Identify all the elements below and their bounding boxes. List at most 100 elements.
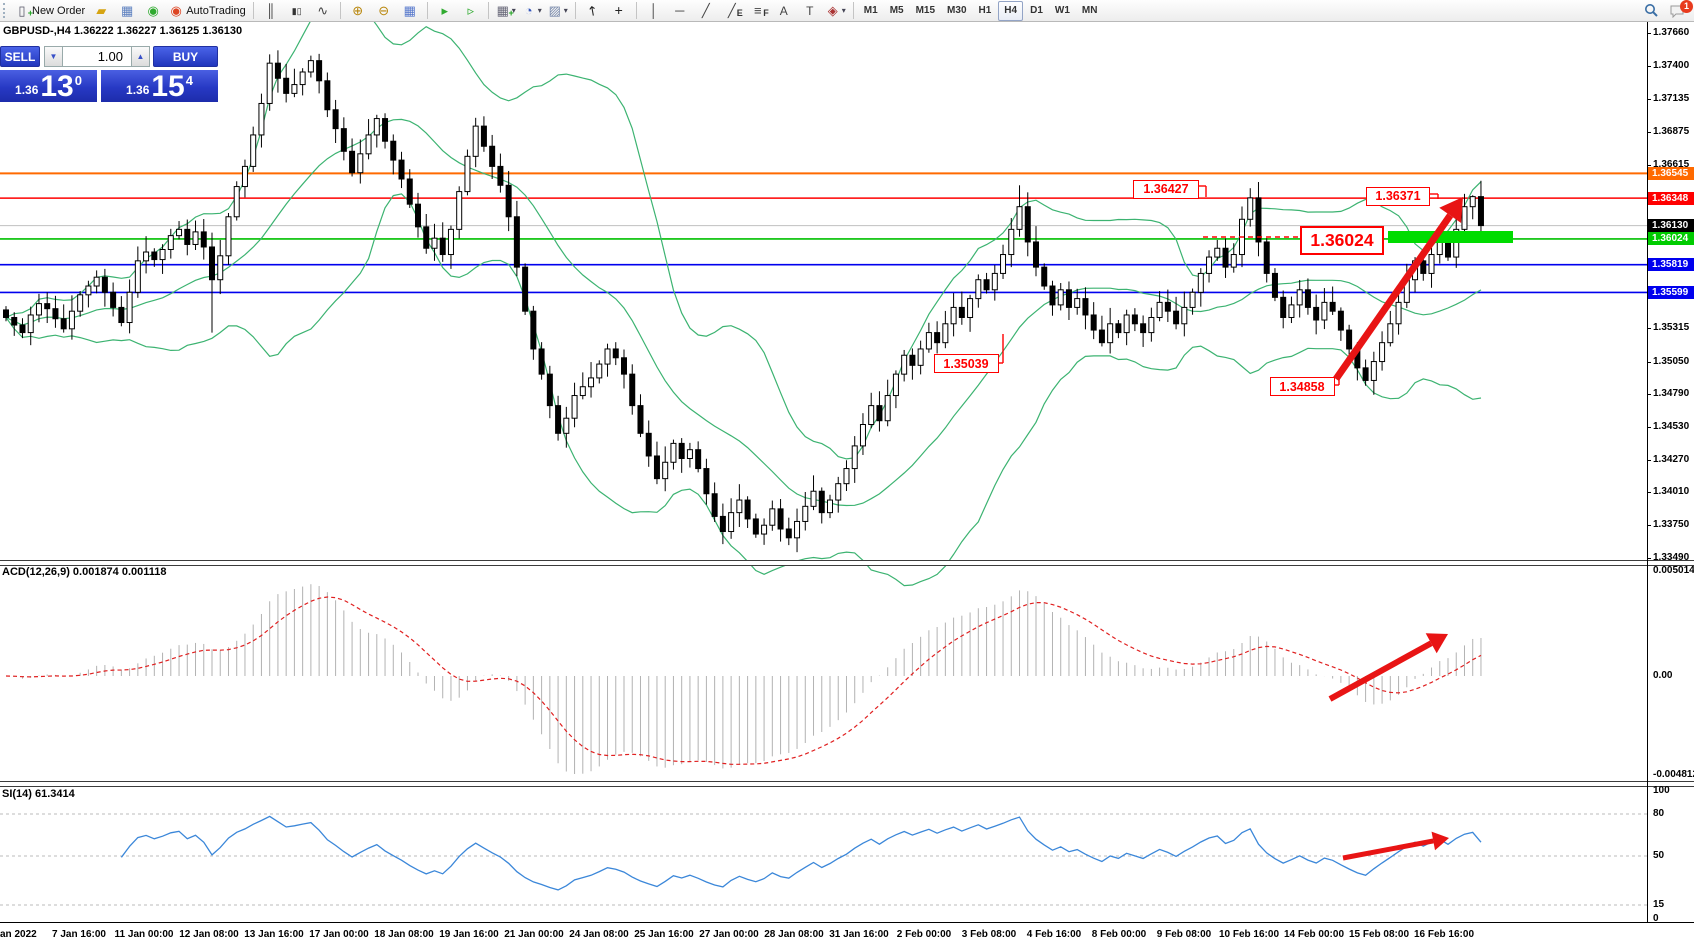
time-axis-label[interactable]: 21 Jan 00:00 xyxy=(504,929,564,940)
volume-increase-button[interactable]: ▲ xyxy=(131,46,150,67)
time-axis-label[interactable]: 27 Jan 00:00 xyxy=(699,929,759,940)
auto-scroll-button[interactable]: ▸ xyxy=(432,1,458,21)
price-axis-badge: 1.35819 xyxy=(1648,258,1694,272)
time-axis-label[interactable]: 7 Jan 16:00 xyxy=(52,929,106,940)
time-axis-label[interactable]: 16 Feb 16:00 xyxy=(1413,929,1475,940)
time-axis-label[interactable]: 8 Feb 00:00 xyxy=(1091,929,1147,940)
fibonacci-tool-button[interactable]: ≡ F xyxy=(745,1,771,21)
timeframe-mn-button[interactable]: MN xyxy=(1081,5,1098,16)
cursor-tool-button[interactable]: ↖ xyxy=(580,1,606,21)
price-callout[interactable]: 1.35039 xyxy=(933,354,999,374)
timeframe-m5-button[interactable]: M5 xyxy=(889,5,904,16)
channel-tool-button[interactable]: ╱ E xyxy=(719,1,745,21)
price-axis-tick-mark xyxy=(1647,459,1651,461)
new-order-button[interactable]: ▯ + New Order xyxy=(12,1,88,21)
support-highlight-rect[interactable] xyxy=(1388,231,1513,243)
time-axis-label[interactable]: 3 Feb 08:00 xyxy=(961,929,1017,940)
macd-rsi-separator[interactable] xyxy=(0,781,1694,787)
price-callout[interactable]: 1.34858 xyxy=(1269,377,1335,397)
crosshair-tool-button[interactable]: + xyxy=(606,1,632,21)
macd-histogram xyxy=(13,584,1482,774)
timeframe-m1-button[interactable]: M1 xyxy=(863,5,878,16)
chart-macd-separator[interactable] xyxy=(0,560,1694,566)
time-axis-label[interactable]: 4 Feb 16:00 xyxy=(1026,929,1082,940)
toolbar: ▯ + New Order ▰ ▦ ◉ ◉ AutoTrading ║ ▮▯ ∿ ⊕ ⊖ ▦ ▸ ▹ ▦ + ▾ ◔ ▾… xyxy=(0,0,1694,22)
time-axis-label[interactable]: 17 Jan 00:00 xyxy=(309,929,369,940)
timeframe-h4-button[interactable]: H4 xyxy=(998,0,1024,21)
search-button[interactable] xyxy=(1638,1,1664,21)
text-label-tool-button[interactable]: T xyxy=(797,1,823,21)
candlestick-mode-button[interactable]: ▮▯ xyxy=(284,1,310,21)
price-axis-tick-label: 1.36615 xyxy=(1653,158,1690,170)
price-axis-tick-label: 1.34270 xyxy=(1653,453,1690,465)
arrows-tool-button[interactable]: ◈ ▾ xyxy=(827,2,846,18)
horizontal-line-tool-button[interactable]: ─ xyxy=(667,1,693,21)
zoom-out-button[interactable]: ⊖ xyxy=(371,1,397,21)
price-axis-tick-mark xyxy=(1647,32,1651,34)
price-axis-tick-label: 1.34530 xyxy=(1653,421,1690,433)
shift-icon: ▹ xyxy=(467,2,474,18)
toolbar-drag-handle[interactable] xyxy=(3,3,9,18)
price-axis-badge: 1.36024 xyxy=(1648,232,1694,246)
price-callout[interactable]: 1.36371 xyxy=(1366,186,1430,206)
price-axis-tick-mark xyxy=(1647,164,1651,166)
autotrading-button[interactable]: ◉ AutoTrading xyxy=(170,2,246,18)
trendline-tool-button[interactable]: ╱ xyxy=(693,1,719,21)
time-axis-label[interactable]: an 2022 xyxy=(0,929,37,940)
bar-chart-mode-button[interactable]: ║ xyxy=(258,1,284,21)
volume-input[interactable] xyxy=(63,46,131,67)
time-axis-label[interactable]: 31 Jan 16:00 xyxy=(829,929,889,940)
time-axis-label[interactable]: 19 Jan 16:00 xyxy=(439,929,499,940)
zoom-in-button[interactable]: ⊕ xyxy=(345,1,371,21)
price-axis-tick-label: 1.36875 xyxy=(1653,125,1690,137)
timeframe-h1-button[interactable]: H1 xyxy=(978,5,992,16)
text-tool-button[interactable]: A xyxy=(771,1,797,21)
time-axis-label[interactable]: 24 Jan 08:00 xyxy=(569,929,629,940)
time-axis-label[interactable]: 14 Feb 00:00 xyxy=(1283,929,1345,940)
buy-button[interactable]: BUY xyxy=(153,46,218,67)
vertical-line-tool-button[interactable]: │ xyxy=(641,1,667,21)
price-axis-tick-label: 1.37135 xyxy=(1653,93,1690,105)
time-axis-label[interactable]: 2 Feb 00:00 xyxy=(896,929,952,940)
clock-icon: ◔ xyxy=(524,2,533,18)
time-axis-label[interactable]: 11 Jan 00:00 xyxy=(114,929,174,940)
chart-shift-button[interactable]: ▹ xyxy=(458,1,484,21)
price-callout[interactable]: 1.36427 xyxy=(1133,179,1199,199)
rsi-level-lines xyxy=(0,813,1647,906)
time-axis-label[interactable]: 25 Jan 16:00 xyxy=(634,929,694,940)
txt-icon: A xyxy=(779,3,788,18)
signals-button[interactable]: ◉ xyxy=(140,1,166,21)
price-axis-badge: 1.36545 xyxy=(1648,166,1694,180)
linec-icon: ∿ xyxy=(317,2,329,18)
sell-button[interactable]: SELL xyxy=(0,46,40,67)
time-axis-label[interactable]: 13 Jan 16:00 xyxy=(244,929,304,940)
ask-price-box[interactable]: 1.36 15 4 xyxy=(101,70,218,102)
rsi-axis-label: 15 xyxy=(1653,899,1665,910)
time-axis-label[interactable]: 10 Feb 16:00 xyxy=(1218,929,1280,940)
timeframe-d1-button[interactable]: D1 xyxy=(1030,5,1043,16)
timeframe-w1-button[interactable]: W1 xyxy=(1054,5,1070,16)
metaquotes-button[interactable]: ▰ xyxy=(88,1,114,21)
price-axis-tick-mark xyxy=(1647,361,1651,363)
price-callout[interactable]: 1.36024 xyxy=(1300,226,1384,256)
timeframe-m30-button[interactable]: M30 xyxy=(947,5,967,16)
time-axis-label[interactable]: 9 Feb 08:00 xyxy=(1156,929,1212,940)
bid-price-box[interactable]: 1.36 13 0 xyxy=(0,70,97,102)
price-axis-badge: 1.36348 xyxy=(1648,191,1694,205)
price-axis-badge: 1.36130 xyxy=(1648,219,1694,233)
terminal-button[interactable]: ▦ xyxy=(114,1,140,21)
templates-button[interactable]: ▨ ▾ xyxy=(548,2,568,18)
tile-windows-button[interactable]: ▦ xyxy=(397,1,423,21)
line-chart-mode-button[interactable]: ∿ xyxy=(310,1,336,21)
volume-decrease-button[interactable]: ▼ xyxy=(44,46,63,67)
new-chart-button[interactable]: ▦ + ▾ xyxy=(496,2,516,18)
time-axis-label[interactable]: 28 Jan 08:00 xyxy=(764,929,824,940)
timeframe-m15-button[interactable]: M15 xyxy=(915,5,936,16)
time-axis-label[interactable]: 15 Feb 08:00 xyxy=(1348,929,1410,940)
time-axis-label[interactable]: 18 Jan 08:00 xyxy=(374,929,434,940)
notifications-button[interactable]: 1 xyxy=(1664,0,1693,21)
time-axis-label[interactable]: 12 Jan 08:00 xyxy=(179,929,239,940)
toolbar-separator xyxy=(635,2,637,19)
periods-button[interactable]: ◔ ▾ xyxy=(519,1,545,21)
